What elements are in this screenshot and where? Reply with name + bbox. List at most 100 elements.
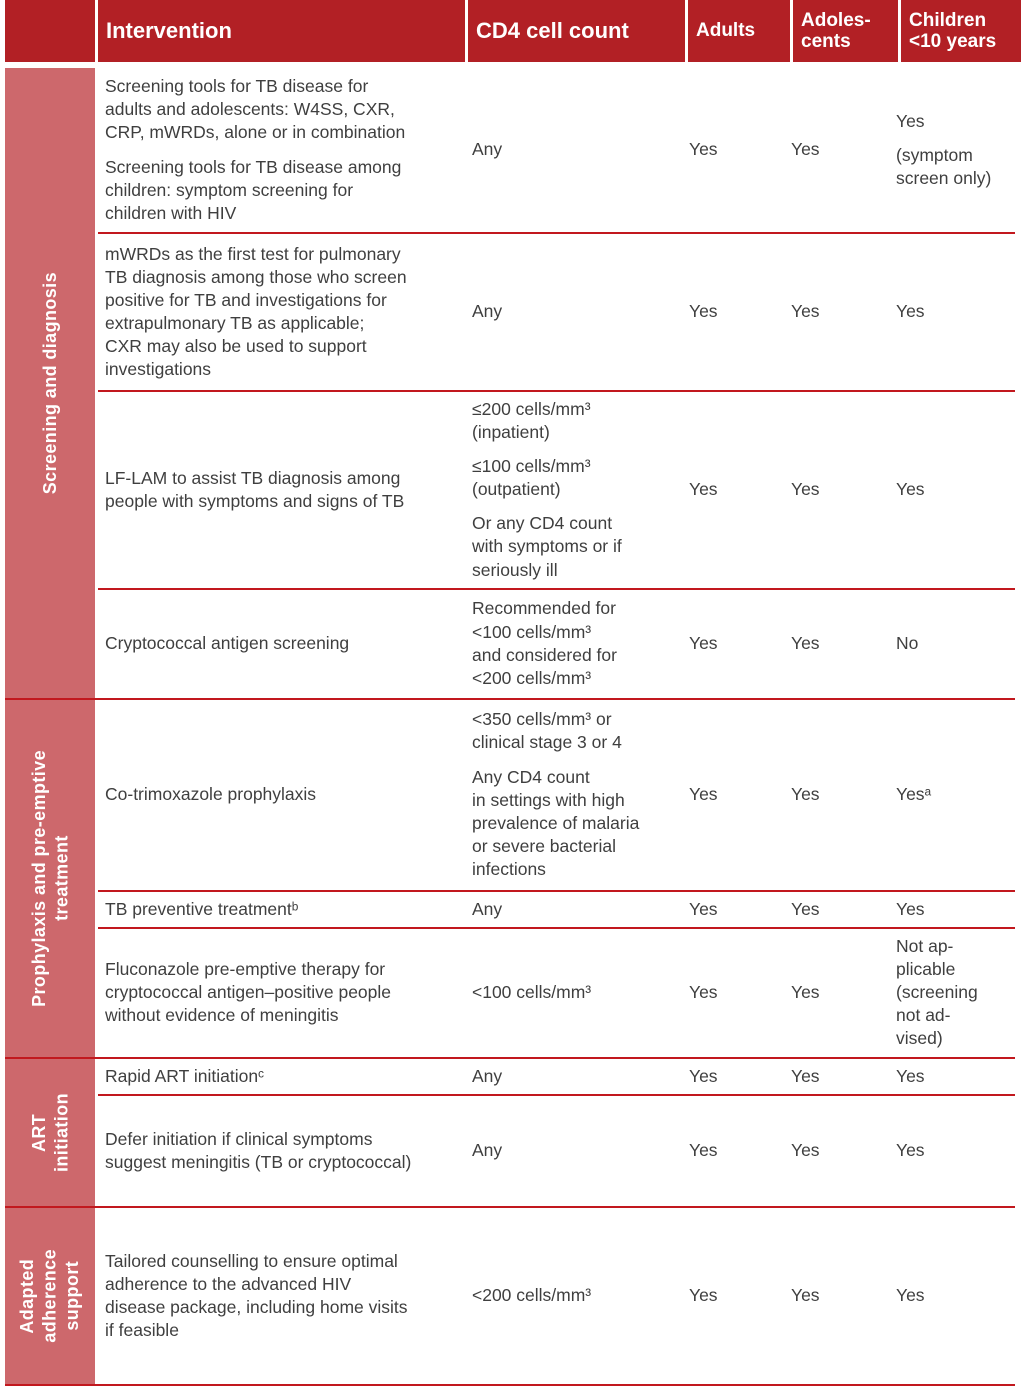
cd4-cell-paragraph: Any bbox=[472, 1065, 503, 1086]
adolescents-cell-value: Yes bbox=[791, 1285, 820, 1306]
table-section: Screening and diagnosis Screening tools f… bbox=[5, 68, 1015, 698]
header-cell-adults: Adults bbox=[688, 0, 790, 62]
children-cell-paragraph: Yes bbox=[896, 110, 925, 131]
cd4-cell: <100 cells/mm³ bbox=[465, 981, 682, 1004]
children-cell: Not ap- plicable (screening not ad- vise… bbox=[889, 935, 1009, 1050]
table-header-row: Intervention CD4 cell count Adults Adole… bbox=[5, 0, 1021, 62]
adolescents-cell-value: Yes bbox=[791, 784, 820, 805]
adolescents-cell: Yes bbox=[784, 632, 889, 655]
children-cell-paragraph: Yes bbox=[896, 898, 925, 919]
cd4-cell: Any bbox=[465, 138, 682, 161]
table-row: Co-trimoxazole prophylaxis <350 cells/mm³… bbox=[98, 700, 1015, 890]
intervention-cell: mWRDs as the first test for pulmonary TB… bbox=[98, 243, 465, 382]
table-row: Screening tools for TB disease for adult… bbox=[98, 68, 1015, 232]
children-cell-paragraph: No bbox=[896, 633, 919, 654]
adolescents-cell: Yes bbox=[784, 1139, 889, 1162]
adolescents-cell: Yes bbox=[784, 1284, 889, 1307]
cd4-cell-paragraph: ≤100 cells/mm³ (outpatient) bbox=[472, 456, 591, 500]
intervention-cell-paragraph: Fluconazole pre-emptive therapy for cryp… bbox=[105, 959, 392, 1026]
table-row: Cryptococcal antigen screening Recommende… bbox=[98, 587, 1015, 698]
table-row: mWRDs as the first test for pulmonary TB… bbox=[98, 232, 1015, 390]
section-label: Screening and diagnosis bbox=[39, 271, 60, 494]
children-cell: Yes bbox=[889, 898, 1009, 921]
cd4-cell: Any bbox=[465, 898, 682, 921]
cd4-cell-paragraph: Any bbox=[472, 301, 503, 322]
intervention-cell-paragraph: TB preventive treatmentᵇ bbox=[105, 898, 299, 919]
table-row: LF-LAM to assist TB diagnosis among peop… bbox=[98, 390, 1015, 588]
adults-cell: Yes bbox=[682, 1065, 784, 1088]
cd4-cell: Any bbox=[465, 1139, 682, 1162]
table-body: Screening and diagnosis Screening tools f… bbox=[5, 68, 1015, 1386]
intervention-cell-paragraph: LF-LAM to assist TB diagnosis among peop… bbox=[105, 467, 405, 511]
adults-cell-value: Yes bbox=[689, 633, 718, 654]
table-section: ART initiation Rapid ART initiationᶜ Any Ye… bbox=[5, 1056, 1015, 1206]
section-rows: Screening tools for TB disease for adult… bbox=[98, 68, 1015, 698]
header-cell-cd4-count: CD4 cell count bbox=[468, 0, 685, 62]
adolescents-cell: Yes bbox=[784, 981, 889, 1004]
section-sidebar: Prophylaxis and pre-emptive treatment bbox=[5, 699, 95, 1057]
section-sidebar: Adapted adherence support bbox=[5, 1207, 95, 1384]
adolescents-cell-value: Yes bbox=[791, 898, 820, 919]
adults-cell: Yes bbox=[682, 138, 784, 161]
adolescents-cell: Yes bbox=[784, 783, 889, 806]
cd4-cell-paragraph: Any bbox=[472, 1140, 503, 1161]
adolescents-cell: Yes bbox=[784, 138, 889, 161]
intervention-cell: Rapid ART initiationᶜ bbox=[98, 1065, 465, 1088]
adolescents-cell-value: Yes bbox=[791, 1140, 820, 1161]
intervention-cell-paragraph: Screening tools for TB disease among chi… bbox=[105, 156, 402, 223]
intervention-cell-paragraph: Cryptococcal antigen screening bbox=[105, 633, 350, 654]
table-row: Defer initiation if clinical symptoms su… bbox=[98, 1093, 1015, 1206]
children-cell-paragraph: Yes bbox=[896, 301, 925, 322]
header-corner-cell bbox=[5, 0, 95, 62]
table-row: Fluconazole pre-emptive therapy for cryp… bbox=[98, 926, 1015, 1057]
adults-cell: Yes bbox=[682, 632, 784, 655]
children-cell-paragraph: Yesᵃ bbox=[896, 784, 932, 805]
adults-cell-value: Yes bbox=[689, 301, 718, 322]
table-section: Prophylaxis and pre-emptive treatment Co-… bbox=[5, 697, 1015, 1057]
children-cell-paragraph: Yes bbox=[896, 479, 925, 500]
cd4-cell: <350 cells/mm³ or clinical stage 3 or 4 A… bbox=[465, 708, 682, 881]
adults-cell-value: Yes bbox=[689, 479, 718, 500]
cd4-cell-paragraph: Or any CD4 count with symptoms or if ser… bbox=[472, 513, 622, 580]
adults-cell-value: Yes bbox=[689, 898, 718, 919]
adolescents-cell-value: Yes bbox=[791, 633, 820, 654]
adolescents-cell: Yes bbox=[784, 478, 889, 501]
adults-cell: Yes bbox=[682, 1284, 784, 1307]
adults-cell-value: Yes bbox=[689, 139, 718, 160]
adolescents-cell: Yes bbox=[784, 898, 889, 921]
children-cell: Yesᵃ bbox=[889, 783, 1009, 806]
section-sidebar: ART initiation bbox=[5, 1058, 95, 1206]
intervention-cell-paragraph: Screening tools for TB disease for adult… bbox=[105, 76, 406, 143]
children-cell: Yes bbox=[889, 1139, 1009, 1162]
section-label: Adapted adherence support bbox=[17, 1249, 83, 1343]
children-cell-paragraph: Yes bbox=[896, 1285, 925, 1306]
children-cell-paragraph: (symptom screen only) bbox=[896, 144, 992, 189]
adolescents-cell-value: Yes bbox=[791, 139, 820, 160]
adults-cell-value: Yes bbox=[689, 982, 718, 1003]
adolescents-cell-value: Yes bbox=[791, 479, 820, 500]
intervention-cell-paragraph: Tailored counselling to ensure optimal a… bbox=[105, 1250, 408, 1340]
intervention-cell-paragraph: mWRDs as the first test for pulmonary TB… bbox=[105, 243, 407, 380]
intervention-cell: Fluconazole pre-emptive therapy for cryp… bbox=[98, 958, 465, 1027]
adolescents-cell: Yes bbox=[784, 1065, 889, 1088]
cd4-cell: Recommended for <100 cells/mm³ and consi… bbox=[465, 597, 682, 689]
adults-cell-value: Yes bbox=[689, 1285, 718, 1306]
intervention-cell: Defer initiation if clinical symptoms su… bbox=[98, 1128, 465, 1174]
adults-cell: Yes bbox=[682, 1139, 784, 1162]
cd4-cell-paragraph: <100 cells/mm³ bbox=[472, 982, 592, 1003]
cd4-cell-paragraph: Recommended for <100 cells/mm³ and consi… bbox=[472, 598, 617, 688]
intervention-cell: Tailored counselling to ensure optimal a… bbox=[98, 1250, 465, 1342]
intervention-cell: Co-trimoxazole prophylaxis bbox=[98, 783, 465, 806]
cd4-cell-paragraph: ≤200 cells/mm³ (inpatient) bbox=[472, 399, 591, 443]
children-cell: No bbox=[889, 632, 1009, 655]
cd4-cell: <200 cells/mm³ bbox=[465, 1284, 682, 1307]
adolescents-cell-value: Yes bbox=[791, 982, 820, 1003]
cd4-cell-paragraph: Any bbox=[472, 139, 503, 160]
intervention-cell-paragraph: Defer initiation if clinical symptoms su… bbox=[105, 1128, 412, 1172]
adults-cell: Yes bbox=[682, 783, 784, 806]
intervention-cell: Cryptococcal antigen screening bbox=[98, 632, 465, 655]
section-rows: Tailored counselling to ensure optimal a… bbox=[98, 1208, 1015, 1384]
intervention-cell-paragraph: Rapid ART initiationᶜ bbox=[105, 1065, 265, 1086]
children-cell: Yes bbox=[889, 478, 1009, 501]
